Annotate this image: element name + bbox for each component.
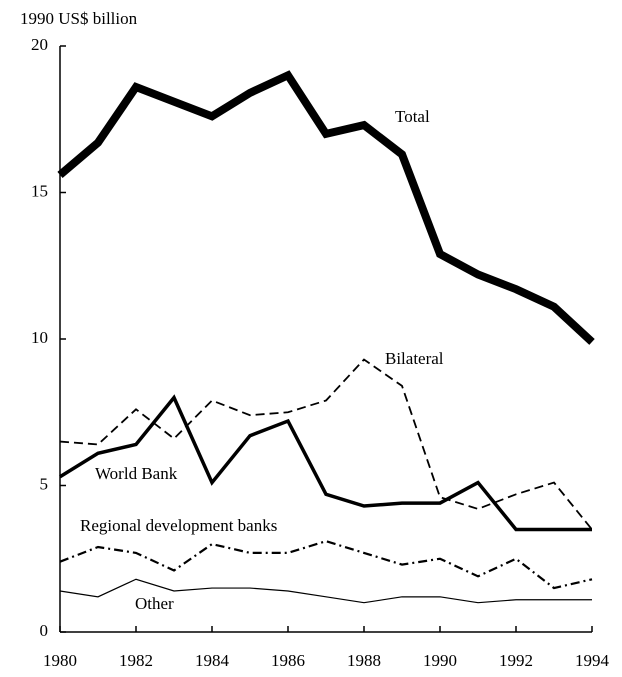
x-tick-label: 1986 — [271, 651, 305, 670]
series-label: Other — [135, 594, 174, 613]
x-tick-label: 1994 — [575, 651, 610, 670]
x-tick-label: 1988 — [347, 651, 381, 670]
series-label: World Bank — [95, 464, 178, 483]
y-tick-label: 15 — [31, 181, 48, 200]
y-tick-label: 10 — [31, 328, 48, 347]
series-line — [59, 578, 592, 604]
x-tick-label: 1980 — [43, 651, 77, 670]
y-axis-label: 1990 US$ billion — [20, 9, 138, 28]
y-tick-label: 20 — [31, 35, 48, 54]
series-line — [59, 358, 593, 531]
y-tick-label: 5 — [40, 474, 49, 493]
series-label: Total — [395, 107, 430, 126]
series-label: Bilateral — [385, 349, 444, 368]
series-label: Regional development banks — [80, 516, 277, 535]
series-line — [59, 394, 592, 532]
x-tick-label: 1984 — [195, 651, 230, 670]
x-tick-label: 1982 — [119, 651, 153, 670]
x-tick-label: 1992 — [499, 651, 533, 670]
series-line — [57, 70, 595, 345]
y-tick-label: 0 — [40, 621, 49, 640]
x-tick-label: 1990 — [423, 651, 457, 670]
